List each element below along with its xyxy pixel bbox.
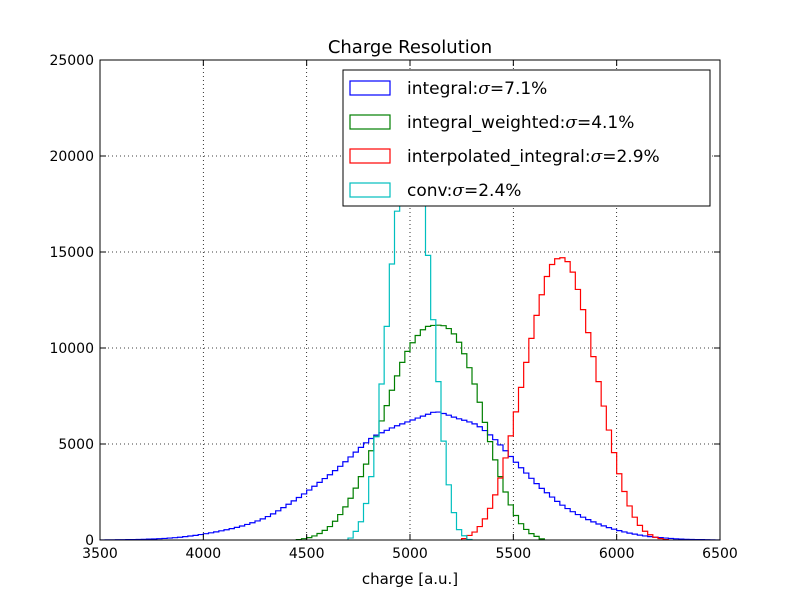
x-tick-label: 5000	[392, 546, 428, 562]
y-tick-label: 10000	[49, 341, 94, 357]
legend-label-3: conv:σ=2.4%	[407, 181, 521, 201]
y-tick-label: 20000	[49, 149, 94, 165]
y-tick-label: 0	[85, 533, 94, 549]
legend-label-2: interpolated_integral:σ=2.9%	[407, 147, 660, 167]
legend-swatch-0	[349, 80, 391, 96]
x-tick-label: 5500	[496, 546, 532, 562]
x-tick-label: 3500	[82, 546, 118, 562]
legend: integral:σ=7.1% integral_weighted:σ=4.1%i…	[342, 69, 711, 207]
series-line-2	[461, 257, 669, 541]
x-tick-label: 6500	[702, 546, 738, 562]
y-tick-label: 15000	[49, 245, 94, 261]
legend-swatch-3	[349, 182, 391, 198]
chart-title: Charge Resolution	[328, 37, 492, 58]
y-tick-label: 25000	[49, 53, 94, 69]
x-tick-label: 4000	[186, 546, 222, 562]
x-axis-label: charge [a.u.]	[362, 570, 458, 588]
series-line-1	[295, 324, 545, 541]
legend-label-0: integral:σ=7.1%	[407, 79, 547, 99]
legend-swatch-1	[349, 114, 391, 130]
axis-ticks: 3500 4000 4500 5000 5500 6000 6500 0 5000 10000 15…	[49, 53, 737, 562]
x-tick-label: 6000	[599, 546, 635, 562]
legend-label-1: integral_weighted:σ=4.1%	[407, 113, 634, 133]
y-tick-label: 5000	[58, 437, 94, 453]
legend-box	[342, 69, 711, 207]
legend-swatch-2	[349, 148, 391, 164]
x-tick-label: 4500	[289, 546, 325, 562]
